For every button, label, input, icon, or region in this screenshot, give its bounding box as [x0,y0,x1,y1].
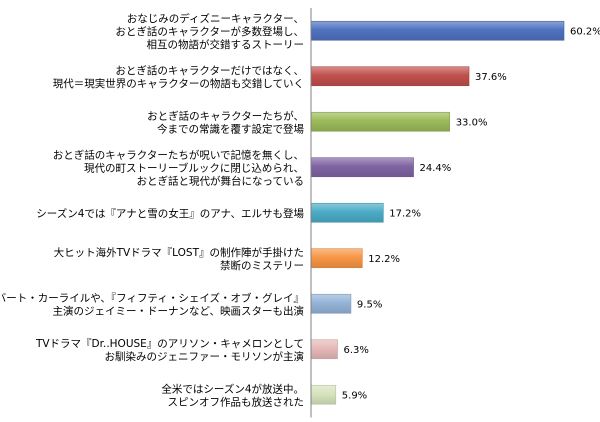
category-label-line: 全米ではシーズン4が放送中。 [161,382,304,395]
bar-6 [310,248,363,269]
category-label-3: おとぎ話のキャラクターたちが、今までの常識を覆す設定で登場 [147,109,304,135]
bar-9 [310,384,337,405]
category-label-line: 相互の物語が交錯するストーリー [147,38,305,51]
category-label-line: お馴染みのジェニファー・モリソンが主演 [105,350,305,363]
category-label-8: TVドラマ『Dr..HOUSE』のアリソン・キャメロンとしてお馴染みのジェニファ… [35,338,304,363]
bar-1 [310,20,565,41]
category-label-6: 大ヒット海外TVドラマ『LOST』の制作陣が手掛けた禁断のミステリー [54,246,304,272]
category-label-line: 現代＝現実世界のキャラクターの物語も交錯していく [53,77,304,90]
bar-2 [310,66,470,87]
value-label-2: 37.6% [475,72,507,83]
value-label-8: 6.3% [343,345,368,356]
category-label-5: シーズン4では『アナと雪の女王』のアナ、エルサも登場 [36,207,304,220]
value-label-6: 12.2% [368,254,400,265]
category-label-9: 全米ではシーズン4が放送中。スピンオフ作品も放送された [161,382,304,408]
category-label-group: おなじみのディズニーキャラクター、おとぎ話のキャラクターが多数登場し、相互の物語… [0,12,304,409]
category-label-line: 現代の町ストーリーブルックに閉じ込められ、 [84,161,304,174]
category-label-line: おとぎ話のキャラクターたちが呪いで記憶を無くし、 [53,148,304,161]
category-label-line: おなじみのディズニーキャラクター、 [127,12,304,25]
bar-8 [310,339,338,360]
value-label-4: 24.4% [420,163,452,174]
category-label-2: おとぎ話のキャラクターだけではなく、現代＝現実世界のキャラクターの物語も交錯して… [53,64,304,90]
category-label-line: スピンオフ作品も放送された [168,395,305,408]
value-label-3: 33.0% [456,117,488,128]
bar-5 [310,202,384,223]
value-label-group: 60.2% 37.6% 33.0% 24.4% 17.2% 12.2% 9.5% 6.3% 5.… [342,26,600,401]
category-label-line: 今までの常識を覆す設定で登場 [157,122,304,135]
value-label-1: 60.2% [570,26,600,37]
bar-4 [310,157,414,178]
category-label-line: 主演のジェイミー・ドーナンなど、映画スターも出演 [53,304,304,317]
value-label-7: 9.5% [357,299,382,310]
bar-7 [310,293,352,314]
category-label-4: おとぎ話のキャラクターたちが呪いで記憶を無くし、現代の町ストーリーブルックに閉じ… [53,148,304,187]
category-label-line: ロバート・カーライルや、『フィフティ・シェイズ・オブ・グレイ』 [0,291,304,304]
value-label-9: 5.9% [342,390,367,401]
category-label-1: おなじみのディズニーキャラクター、おとぎ話のキャラクターが多数登場し、相互の物語… [115,12,304,51]
category-label-line: TVドラマ『Dr..HOUSE』のアリソン・キャメロンとして [35,338,304,350]
category-label-line: 禁断のミステリー [220,259,304,272]
bar-3 [310,111,450,132]
category-label-line: おとぎ話のキャラクターが多数登場し、 [115,25,304,38]
category-label-line: おとぎ話と現代が舞台になっている [137,174,304,187]
category-label-line: おとぎ話のキャラクターだけではなく、 [115,64,304,77]
value-label-5: 17.2% [389,208,421,219]
category-label-line: シーズン4では『アナと雪の女王』のアナ、エルサも登場 [36,207,304,220]
category-label-line: 大ヒット海外TVドラマ『LOST』の制作陣が手掛けた [54,246,304,259]
category-label-7: ロバート・カーライルや、『フィフティ・シェイズ・オブ・グレイ』主演のジェイミー・… [0,291,304,317]
category-label-line: おとぎ話のキャラクターたちが、 [147,109,304,122]
